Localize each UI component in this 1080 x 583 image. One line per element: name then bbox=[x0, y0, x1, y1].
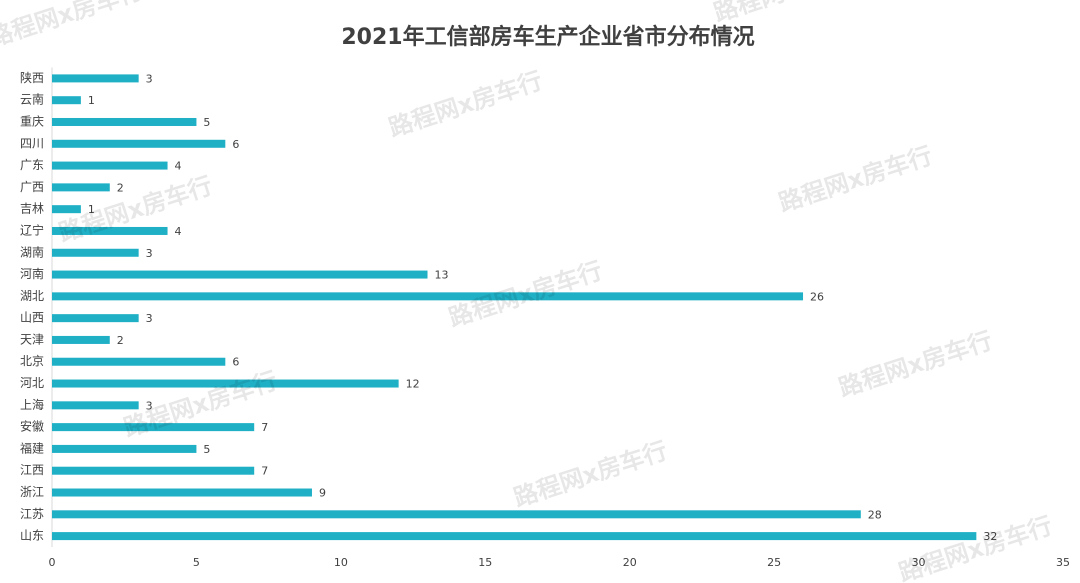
y-tick-label: 广东 bbox=[20, 158, 44, 172]
bar bbox=[52, 96, 81, 105]
data-label: 2 bbox=[117, 334, 124, 347]
data-label: 4 bbox=[175, 225, 182, 238]
bar bbox=[52, 314, 139, 323]
data-label: 12 bbox=[406, 378, 420, 391]
data-label: 9 bbox=[319, 487, 326, 500]
y-tick-label: 山西 bbox=[20, 311, 44, 325]
watermark: 路程网x房车行 bbox=[895, 511, 1055, 583]
y-tick-label: 江西 bbox=[20, 463, 44, 477]
y-tick-label: 浙江 bbox=[20, 485, 44, 499]
bar bbox=[52, 401, 139, 410]
y-tick-label: 山东 bbox=[20, 529, 44, 543]
bar bbox=[52, 139, 226, 148]
bar bbox=[52, 117, 197, 126]
bar bbox=[52, 532, 977, 541]
y-tick-label: 湖北 bbox=[20, 288, 44, 303]
data-label: 7 bbox=[261, 465, 268, 478]
x-tick-label: 35 bbox=[1056, 556, 1070, 569]
bar bbox=[52, 510, 861, 519]
bar bbox=[52, 183, 110, 192]
data-label: 7 bbox=[261, 421, 268, 434]
x-tick-label: 0 bbox=[49, 556, 56, 569]
y-tick-label: 陕西 bbox=[20, 70, 44, 85]
y-tick-label: 河南 bbox=[20, 266, 44, 281]
data-label: 2 bbox=[117, 181, 124, 194]
data-label: 6 bbox=[232, 138, 239, 151]
y-tick-label: 上海 bbox=[20, 397, 44, 412]
watermark: 路程网x房车行 bbox=[775, 141, 935, 217]
data-label: 5 bbox=[203, 116, 210, 129]
data-label: 5 bbox=[203, 443, 210, 456]
x-tick-label: 30 bbox=[912, 556, 926, 569]
data-label: 1 bbox=[88, 94, 95, 107]
bar bbox=[52, 292, 804, 301]
x-tick-label: 10 bbox=[334, 556, 348, 569]
watermark: 路程网x房车行 bbox=[510, 436, 670, 512]
data-label: 3 bbox=[146, 399, 153, 412]
y-tick-label: 重庆 bbox=[20, 114, 44, 128]
watermark: 路程网x房车行 bbox=[385, 66, 545, 142]
y-tick-label: 江苏 bbox=[20, 507, 44, 521]
y-tick-label: 天津 bbox=[20, 332, 44, 346]
bar bbox=[52, 74, 139, 83]
bar bbox=[52, 357, 226, 366]
y-tick-label: 四川 bbox=[20, 136, 44, 150]
data-label: 3 bbox=[146, 247, 153, 260]
x-tick-label: 20 bbox=[623, 556, 637, 569]
watermark: 路程网x房车行 bbox=[835, 326, 995, 402]
bar bbox=[52, 270, 428, 279]
bar bbox=[52, 226, 168, 235]
bar bbox=[52, 335, 110, 344]
bar bbox=[52, 379, 399, 388]
watermark: 路程网x房车行 bbox=[0, 0, 146, 52]
bar bbox=[52, 161, 168, 170]
y-tick-label: 湖南 bbox=[20, 244, 44, 259]
bar bbox=[52, 444, 197, 453]
y-tick-label: 辽宁 bbox=[20, 222, 44, 237]
watermark: 路程网x房车行 bbox=[710, 0, 870, 27]
x-tick-label: 15 bbox=[478, 556, 492, 569]
bar bbox=[52, 423, 255, 432]
y-tick-label: 北京 bbox=[20, 354, 44, 368]
bar bbox=[52, 205, 81, 214]
data-label: 3 bbox=[146, 72, 153, 85]
data-label: 32 bbox=[983, 530, 997, 543]
data-label: 6 bbox=[232, 356, 239, 369]
y-tick-label: 安徽 bbox=[20, 419, 44, 434]
data-label: 28 bbox=[868, 508, 882, 521]
data-label: 3 bbox=[146, 312, 153, 325]
y-tick-label: 广西 bbox=[20, 180, 44, 194]
y-tick-label: 福建 bbox=[20, 440, 44, 455]
data-label: 26 bbox=[810, 290, 824, 303]
data-label: 13 bbox=[435, 269, 449, 282]
y-tick-label: 河北 bbox=[20, 376, 44, 390]
x-tick-label: 5 bbox=[193, 556, 200, 569]
y-tick-label: 吉林 bbox=[20, 202, 44, 216]
bar bbox=[52, 466, 255, 475]
chart-title: 2021年工信部房车生产企业省市分布情况 bbox=[341, 24, 754, 50]
x-tick-label: 25 bbox=[767, 556, 781, 569]
data-label: 1 bbox=[88, 203, 95, 216]
bar bbox=[52, 248, 139, 257]
bar bbox=[52, 488, 312, 497]
data-label: 4 bbox=[175, 160, 182, 173]
y-tick-label: 云南 bbox=[20, 92, 44, 107]
